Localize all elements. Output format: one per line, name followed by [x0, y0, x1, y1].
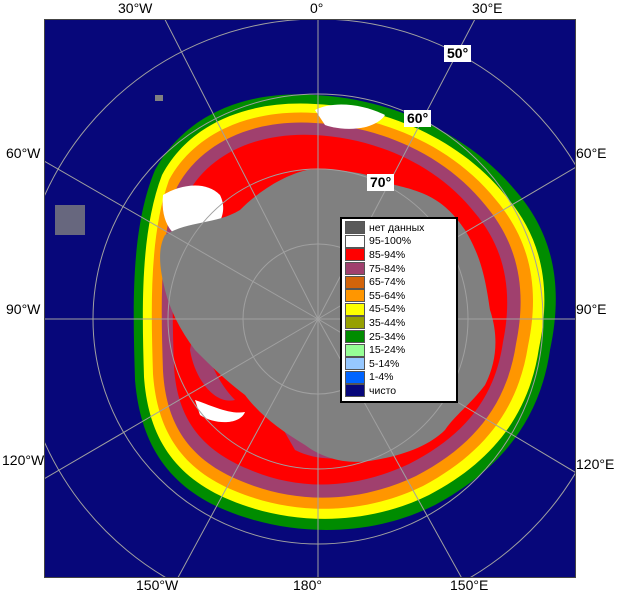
legend-item: 15-24% [345, 343, 453, 357]
legend-label: нет данных [369, 221, 425, 234]
legend-swatch [345, 234, 365, 248]
legend-swatch [345, 343, 365, 357]
legend-item: 55-64% [345, 289, 453, 303]
lon-label-120e: 120°E [576, 456, 615, 472]
lon-label-60w: 60°W [6, 145, 41, 161]
legend-swatch [345, 357, 365, 371]
legend-item: нет данных [345, 221, 453, 235]
legend-item: 85-94% [345, 248, 453, 262]
lon-label-180: 180° [293, 577, 322, 593]
sea-ice-map [45, 20, 575, 577]
legend-label: 75-84% [369, 262, 406, 275]
legend-label: 65-74% [369, 276, 406, 289]
legend-label: 95-100% [369, 235, 412, 248]
ice-patch-white-2 [315, 104, 385, 129]
legend-label: 15-24% [369, 344, 406, 357]
legend-item: 25-34% [345, 330, 453, 344]
no-data-patch-2 [155, 95, 163, 101]
legend-swatch [345, 248, 365, 262]
legend-label: 5-14% [369, 357, 400, 370]
legend-item: 45-54% [345, 302, 453, 317]
legend-label: 55-64% [369, 289, 406, 302]
legend-swatch [345, 316, 365, 330]
ice-patch-white-3 [195, 400, 245, 423]
no-data-patch [55, 205, 85, 235]
lat-label-60: 60° [404, 110, 432, 127]
legend-swatch [345, 330, 365, 344]
lon-label-30w: 30°W [118, 0, 153, 16]
legend-item: 5-14% [345, 357, 453, 371]
legend-swatch [345, 275, 365, 289]
legend-item: 35-44% [345, 316, 453, 330]
legend-swatch [345, 262, 365, 276]
legend-label: 85-94% [369, 248, 406, 261]
lon-label-90e: 90°E [576, 301, 607, 317]
legend-swatch [345, 289, 365, 303]
legend: нет данных 95-100% 85-94% 75-84% 65-74% 55-64… [340, 217, 458, 403]
legend-label: 1-4% [369, 371, 394, 384]
lon-label-150e: 150°E [450, 577, 489, 593]
lon-label-150w: 150°W [136, 577, 179, 593]
legend-label: 45-54% [369, 303, 406, 316]
map-frame [44, 19, 576, 578]
legend-item: чисто [345, 384, 453, 398]
legend-swatch [345, 384, 365, 398]
legend-label: чисто [369, 384, 397, 397]
lat-label-50: 50° [444, 45, 472, 62]
legend-item: 65-74% [345, 275, 453, 289]
lon-label-0: 0° [310, 0, 324, 16]
legend-item: 75-84% [345, 262, 453, 276]
lon-label-90w: 90°W [6, 301, 41, 317]
legend-item: 95-100% [345, 234, 453, 249]
legend-swatch [345, 302, 365, 316]
legend-swatch [345, 221, 365, 235]
lon-label-120w: 120°W [2, 452, 45, 468]
legend-swatch [345, 370, 365, 384]
legend-label: 25-34% [369, 330, 406, 343]
lon-label-60e: 60°E [576, 145, 607, 161]
lat-label-70: 70° [367, 174, 395, 191]
legend-label: 35-44% [369, 316, 406, 329]
legend-item: 1-4% [345, 370, 453, 385]
lon-label-30e-top: 30°E [472, 0, 503, 16]
